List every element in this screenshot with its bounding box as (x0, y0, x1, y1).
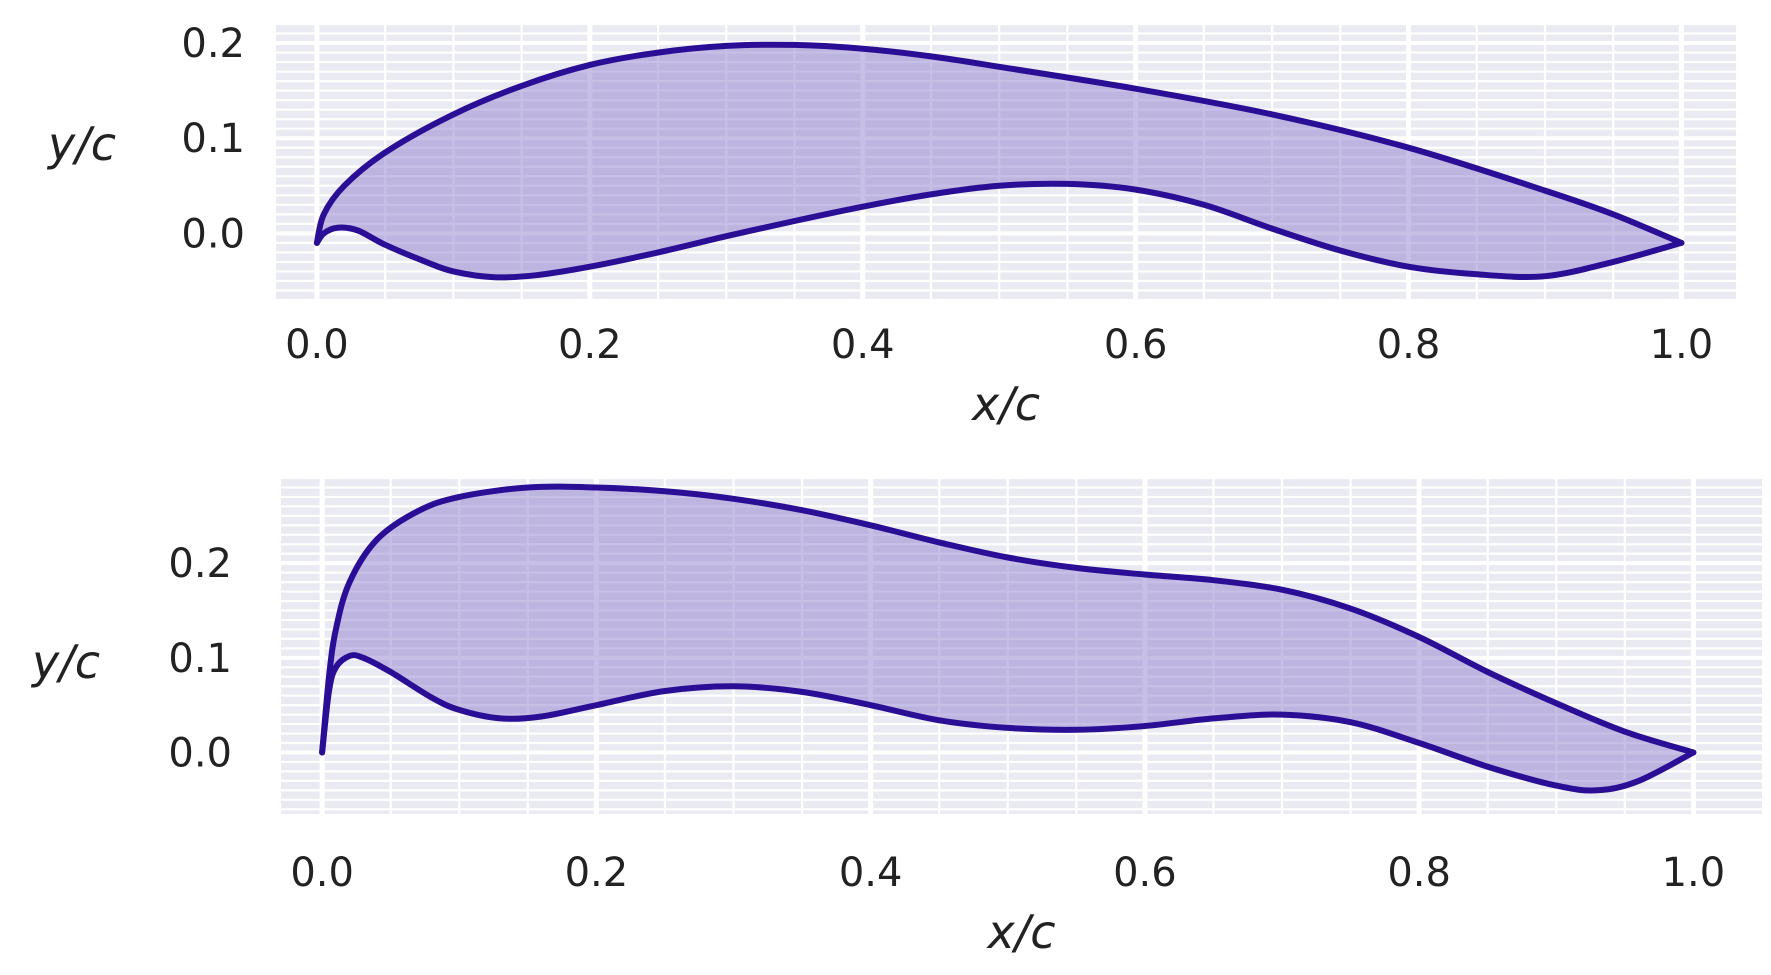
y-tick-label: 0.0 (181, 211, 245, 257)
x-tick-label: 0.0 (290, 850, 354, 896)
x-tick-label: 0.6 (1104, 322, 1168, 368)
x-tick-label: 0.8 (1387, 850, 1451, 896)
y-axis-label: y/c (46, 117, 116, 171)
upper-airfoil-panel: 0.0 0.2 0.4 0.6 0.8 1.0 0.0 0.1 0.2 x/c y/c (46, 21, 1736, 431)
x-tick-label: 0.4 (839, 850, 903, 896)
x-tick-label: 0.4 (831, 322, 895, 368)
x-tick-label: 0.2 (558, 322, 622, 368)
airfoil-fill-1 (322, 486, 1694, 791)
x-axis-label: x/c (970, 377, 1040, 431)
x-tick-label: 0.0 (285, 322, 349, 368)
y-tick-label: 0.1 (181, 116, 245, 162)
y-tick-label: 0.2 (181, 21, 245, 67)
x-tick-label: 1.0 (1650, 322, 1714, 368)
upper-surface-line-1 (319, 483, 1697, 756)
y-axis-label: y/c (30, 635, 100, 689)
lower-surface-line-0 (313, 180, 1685, 281)
x-axis-label: x/c (985, 905, 1055, 959)
x-tick-label: 1.0 (1662, 850, 1726, 896)
y-tick-label: 0.0 (168, 730, 232, 776)
lower-airfoil-panel: 0.0 0.2 0.4 0.6 0.8 1.0 0.0 0.1 0.2 x/c y/c (30, 476, 1762, 959)
x-tick-label: 0.6 (1113, 850, 1177, 896)
y-tick-label: 0.1 (168, 636, 232, 682)
airfoil-fill-0 (316, 44, 1682, 278)
y-tick-label: 0.2 (168, 541, 232, 587)
lower-surface-line-1 (319, 652, 1697, 794)
x-tick-label: 0.2 (565, 850, 629, 896)
x-tick-label: 0.8 (1377, 322, 1441, 368)
upper-surface-line-0 (313, 41, 1685, 246)
